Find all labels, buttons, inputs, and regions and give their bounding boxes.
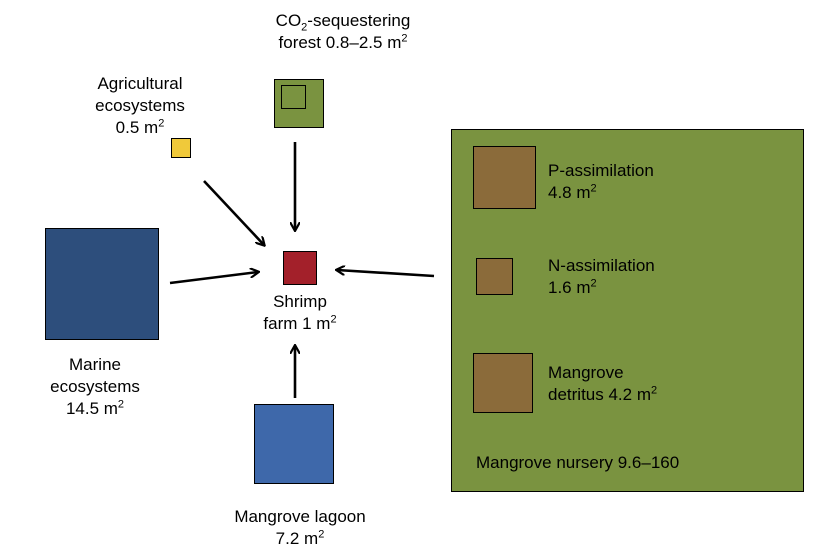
marine-label-line2: ecosystems xyxy=(50,377,140,396)
lagoon-label-line1: Mangrove lagoon xyxy=(234,507,366,526)
lagoon-box xyxy=(254,404,334,484)
mangrove-detritus-box xyxy=(473,353,533,413)
marine-label: Marine ecosystems 14.5 m2 xyxy=(20,354,170,420)
shrimp-farm-label-line1: Shrimp xyxy=(273,292,327,311)
n-assimilation-label-line1: N-assimilation xyxy=(548,256,655,275)
arrow-nursery-to-shrimp xyxy=(337,270,435,278)
p-assimilation-label: P-assimilation 4.8 m2 xyxy=(548,160,654,204)
co2-forest-label-line1: CO2-sequestering xyxy=(275,11,411,34)
p-assimilation-label-line1: P-assimilation xyxy=(548,161,654,180)
mangrove-detritus-label-line2: detritus 4.2 m2 xyxy=(548,384,658,404)
marine-box xyxy=(45,228,159,340)
agricultural-box xyxy=(171,138,191,158)
agricultural-label-line3: 0.5 m2 xyxy=(115,117,165,137)
agricultural-label: Agricultural ecosystems 0.5 m2 xyxy=(60,73,220,139)
marine-label-line3: 14.5 m2 xyxy=(65,398,125,418)
p-assimilation-label-line2: 4.8 m2 xyxy=(548,182,597,202)
mangrove-detritus-label-line1: Mangrove xyxy=(548,363,624,382)
p-assimilation-box xyxy=(473,146,536,209)
co2-forest-box xyxy=(274,79,324,128)
n-assimilation-box xyxy=(476,258,513,295)
marine-label-line1: Marine xyxy=(69,355,121,374)
agricultural-label-line1: Agricultural xyxy=(97,74,183,93)
co2-forest-inner-box xyxy=(281,85,306,109)
n-assimilation-label: N-assimilation 1.6 m2 xyxy=(548,255,655,299)
mangrove-detritus-label: Mangrove detritus 4.2 m2 xyxy=(548,362,657,406)
arrow-agri-to-shrimp xyxy=(203,180,264,245)
co2-forest-label: CO2-sequestering forest 0.8–2.5 m2 xyxy=(248,10,438,54)
shrimp-farm-box xyxy=(283,251,317,285)
shrimp-farm-label: Shrimp farm 1 m2 xyxy=(220,291,380,335)
agricultural-label-line2: ecosystems xyxy=(95,96,185,115)
arrow-marine-to-shrimp xyxy=(169,272,258,285)
n-assimilation-label-line2: 1.6 m2 xyxy=(548,277,597,297)
shrimp-farm-label-line2: farm 1 m2 xyxy=(263,313,337,333)
co2-forest-label-line2: forest 0.8–2.5 m2 xyxy=(278,32,408,52)
lagoon-label-line2: 7.2 m2 xyxy=(275,528,325,548)
mangrove-nursery-panel: P-assimilation 4.8 m2 N-assimilation 1.6… xyxy=(451,129,804,492)
mangrove-nursery-label: Mangrove nursery 9.6–160 xyxy=(476,453,680,472)
lagoon-label: Mangrove lagoon 7.2 m2 xyxy=(195,506,405,550)
